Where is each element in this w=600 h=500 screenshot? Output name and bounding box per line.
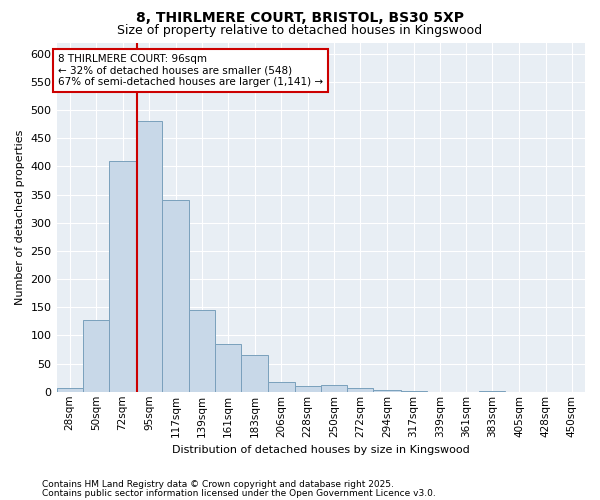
Bar xyxy=(268,382,295,392)
Text: 8, THIRLMERE COURT, BRISTOL, BS30 5XP: 8, THIRLMERE COURT, BRISTOL, BS30 5XP xyxy=(136,12,464,26)
Text: Size of property relative to detached houses in Kingswood: Size of property relative to detached ho… xyxy=(118,24,482,37)
Bar xyxy=(56,388,83,392)
X-axis label: Distribution of detached houses by size in Kingswood: Distribution of detached houses by size … xyxy=(172,445,470,455)
Bar xyxy=(373,390,401,392)
Bar xyxy=(136,121,163,392)
Text: 8 THIRLMERE COURT: 96sqm
← 32% of detached houses are smaller (548)
67% of semi-: 8 THIRLMERE COURT: 96sqm ← 32% of detach… xyxy=(58,54,323,87)
Bar xyxy=(83,320,109,392)
Text: Contains HM Land Registry data © Crown copyright and database right 2025.: Contains HM Land Registry data © Crown c… xyxy=(42,480,394,489)
Bar xyxy=(295,386,321,392)
Bar xyxy=(188,310,215,392)
Bar xyxy=(479,391,505,392)
Bar xyxy=(215,344,241,392)
Text: Contains public sector information licensed under the Open Government Licence v3: Contains public sector information licen… xyxy=(42,488,436,498)
Bar xyxy=(347,388,373,392)
Bar xyxy=(321,385,347,392)
Bar xyxy=(241,355,268,392)
Bar xyxy=(163,200,188,392)
Y-axis label: Number of detached properties: Number of detached properties xyxy=(15,130,25,305)
Bar xyxy=(401,391,427,392)
Bar xyxy=(109,162,136,392)
